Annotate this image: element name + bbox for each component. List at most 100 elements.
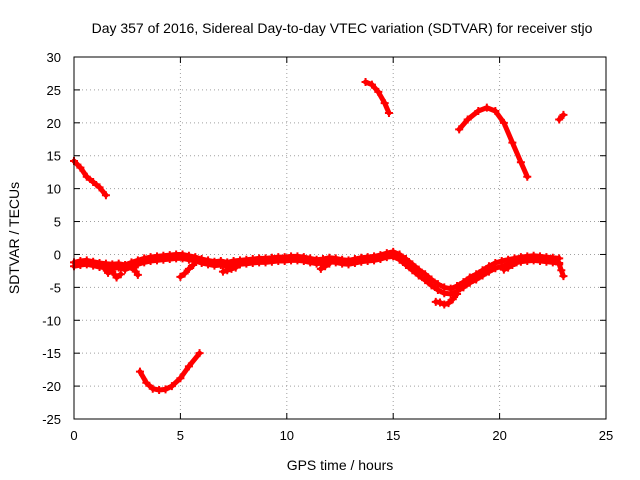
series-6-point-20: [197, 259, 206, 268]
series-6-point-56: [427, 281, 436, 290]
series-6-point-57: [433, 285, 442, 294]
series-2-point-2: [374, 87, 383, 96]
series-6-point-61: [459, 283, 468, 292]
series-1-point-2: [148, 384, 157, 393]
x-axis-label: GPS time / hours: [287, 457, 394, 473]
series-3-point-0: [455, 125, 464, 134]
series-13-point-0: [499, 265, 508, 274]
series-6-point-50: [389, 252, 398, 261]
series-6-point-41: [331, 258, 340, 267]
y-tick-label-9: 20: [47, 116, 61, 131]
series-6-point-7: [114, 263, 123, 272]
series-0-point-1: [76, 163, 85, 172]
series-7-point-0: [99, 263, 108, 272]
series-10-point-1: [223, 266, 232, 275]
series-7-point-2: [108, 267, 117, 276]
series-6-point-63: [472, 275, 481, 284]
series-1-point-1: [142, 378, 151, 387]
series-0-point-2: [82, 172, 91, 181]
x-tick-label-2: 10: [280, 428, 294, 443]
series-1-point-4: [161, 385, 170, 394]
series-6-point-3: [89, 261, 98, 270]
series-7-point-4: [116, 270, 125, 279]
series-12-point-3: [444, 299, 453, 308]
series-6-point-43: [344, 260, 353, 269]
y-tick-label-1: -20: [42, 379, 61, 394]
x-tick-label-3: 15: [386, 428, 400, 443]
series-6-point-44: [350, 259, 359, 268]
series-2-point-0: [361, 78, 370, 87]
y-tick-label-3: -10: [42, 313, 61, 328]
series-3-point-2: [474, 106, 483, 115]
series-10-point-0: [218, 267, 227, 276]
series-9-line: [177, 262, 196, 280]
series-6-point-8: [121, 265, 130, 274]
x-tick-label-5: 25: [599, 428, 613, 443]
series-6-point-2: [82, 260, 91, 269]
series-6-point-52: [401, 260, 410, 269]
series-0-point-3: [89, 178, 98, 187]
series-6-point-11: [140, 258, 149, 267]
series-12-point-5: [453, 289, 462, 298]
series-2-point-1: [367, 80, 376, 89]
y-tick-label-0: -25: [42, 412, 61, 427]
series-7-point-1: [104, 268, 113, 277]
series-3-point-1: [463, 115, 472, 124]
series-13-point-1: [504, 263, 513, 272]
y-tick-label-4: -5: [49, 280, 61, 295]
series-2-point-4: [384, 108, 393, 117]
chart-title: Day 357 of 2016, Sidereal Day-to-day VTE…: [92, 20, 593, 36]
y-tick-label-10: 25: [47, 83, 61, 98]
y-tick-label-8: 15: [47, 149, 61, 164]
series-8-point-2: [133, 270, 142, 279]
series-13-point-2: [508, 260, 517, 269]
series-3-point-6: [508, 138, 517, 147]
plot-frame: [73, 56, 607, 420]
series-9-point-0: [176, 272, 185, 281]
series-3-point-3: [482, 103, 491, 112]
series-2-point-3: [380, 99, 389, 108]
series-6-point-23: [216, 260, 225, 269]
series-3-point-4: [491, 106, 500, 115]
series-0-line: [71, 158, 109, 198]
series-6-point-54: [414, 271, 423, 280]
y-tick-label-7: 10: [47, 182, 61, 197]
axis-ticks: 0 5 10 15 20 25 -25 -20 -15 -10 -5 0 5 10 15 20 25 30: [42, 50, 613, 443]
series-6-point-65: [484, 267, 493, 276]
series-1-point-0: [135, 367, 144, 376]
series-3-line: [456, 105, 530, 180]
series-13-point-3: [512, 258, 521, 267]
series-1-line: [137, 350, 203, 393]
series-1-point-8: [195, 349, 204, 358]
series-0-point-4: [95, 183, 104, 192]
series-0-point-5: [101, 191, 110, 200]
series-6-point-64: [478, 271, 487, 280]
series-11-point-1: [321, 262, 330, 271]
data-series: [70, 78, 568, 395]
series-1-point-6: [176, 374, 185, 383]
series-14-point-0: [555, 260, 564, 269]
series-4-point-1: [559, 110, 568, 119]
x-tick-label-0: 0: [70, 428, 77, 443]
series-6-point-18: [184, 255, 193, 264]
series-6-point-62: [465, 278, 474, 287]
series-6-point-55: [421, 276, 430, 285]
x-tick-label-4: 20: [492, 428, 506, 443]
series-3-point-8: [523, 172, 532, 181]
series-6-point-21: [204, 260, 213, 269]
y-tick-label-6: 5: [54, 215, 61, 230]
series-11-point-0: [316, 264, 325, 273]
series-9-point-2: [184, 264, 193, 273]
series-14-point-1: [557, 266, 566, 275]
y-tick-label-11: 30: [47, 50, 61, 65]
series-6-point-17: [178, 254, 187, 263]
series-6-point-37: [306, 258, 315, 267]
series-10-point-2: [227, 264, 236, 273]
series-9-point-1: [180, 269, 189, 278]
series-3-point-7: [516, 158, 525, 167]
series-6-point-36: [299, 257, 308, 266]
series-6-point-66: [491, 264, 500, 273]
grid-lines: [74, 57, 606, 419]
series-11-point-2: [325, 259, 334, 268]
series-2-line: [363, 79, 392, 116]
